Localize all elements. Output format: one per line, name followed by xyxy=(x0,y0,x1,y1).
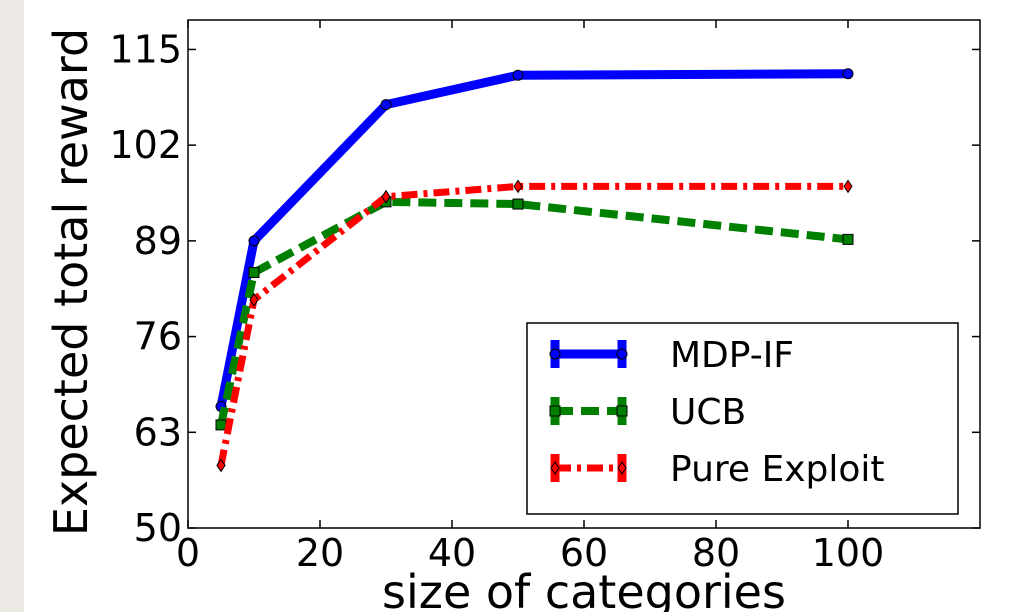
data-point-pure-exploit xyxy=(843,179,853,194)
x-tick-label: 20 xyxy=(296,531,344,575)
data-point-ucb xyxy=(248,267,260,279)
x-tick-label: 80 xyxy=(692,531,740,575)
data-point-pure-exploit xyxy=(381,189,391,204)
legend-marker-ucb xyxy=(616,405,628,417)
data-point-ucb xyxy=(842,233,854,245)
y-tick-label: 50 xyxy=(134,506,182,550)
ticks-layer: 50 63 76 89 102 115 0 20 40 60 80 100 xyxy=(109,20,980,575)
x-tick-label: 60 xyxy=(560,531,608,575)
series-line-ucb xyxy=(217,197,849,426)
legend-marker-pure-exploit xyxy=(550,461,560,475)
data-point-mdp-if xyxy=(248,235,260,247)
legend-label-ucb: UCB xyxy=(670,392,746,433)
x-axis-label: size of categories xyxy=(382,565,786,612)
data-point-pure-exploit xyxy=(513,179,523,194)
plot-layer xyxy=(215,68,854,473)
data-point-pure-exploit xyxy=(249,292,259,307)
data-point-mdp-if xyxy=(380,99,392,111)
legend-label-mdp-if: MDP-IF xyxy=(670,335,794,376)
legend-marker-mdp-if xyxy=(549,348,561,360)
series-line-pure-exploit xyxy=(217,182,848,467)
y-tick-label: 102 xyxy=(109,123,182,167)
data-point-pure-exploit xyxy=(216,458,226,473)
data-point-ucb xyxy=(512,198,524,210)
data-point-ucb xyxy=(215,419,227,431)
y-tick-label: 63 xyxy=(134,410,182,454)
legend-label-pure-exploit: Pure Exploit xyxy=(670,449,885,490)
data-point-mdp-if xyxy=(842,68,854,80)
legend: MDP-IF UCB Pure Exploit xyxy=(526,322,959,515)
legend-marker-pure-exploit xyxy=(617,461,627,475)
y-tick-label: 115 xyxy=(109,27,182,71)
y-tick-label: 89 xyxy=(134,219,182,263)
legend-marker-mdp-if xyxy=(616,348,628,360)
x-tick-label: 100 xyxy=(812,531,885,575)
data-point-mdp-if xyxy=(512,69,524,81)
x-tick-label: 0 xyxy=(176,531,200,575)
y-tick-label: 76 xyxy=(134,315,182,359)
legend-marker-ucb xyxy=(549,405,561,417)
y-axis-label: Expected total reward xyxy=(44,28,98,536)
x-tick-label: 40 xyxy=(428,531,476,575)
